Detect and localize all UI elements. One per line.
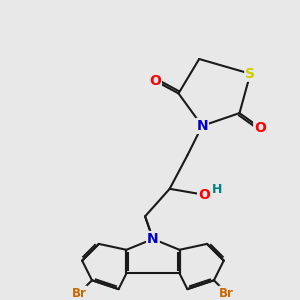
Text: O: O xyxy=(198,188,210,202)
Text: Br: Br xyxy=(219,286,234,300)
Text: O: O xyxy=(149,74,161,88)
Text: O: O xyxy=(254,121,266,135)
Text: N: N xyxy=(147,232,159,246)
Text: Br: Br xyxy=(72,286,87,300)
Text: N: N xyxy=(196,119,208,133)
Text: S: S xyxy=(245,67,255,81)
Text: H: H xyxy=(212,183,222,196)
